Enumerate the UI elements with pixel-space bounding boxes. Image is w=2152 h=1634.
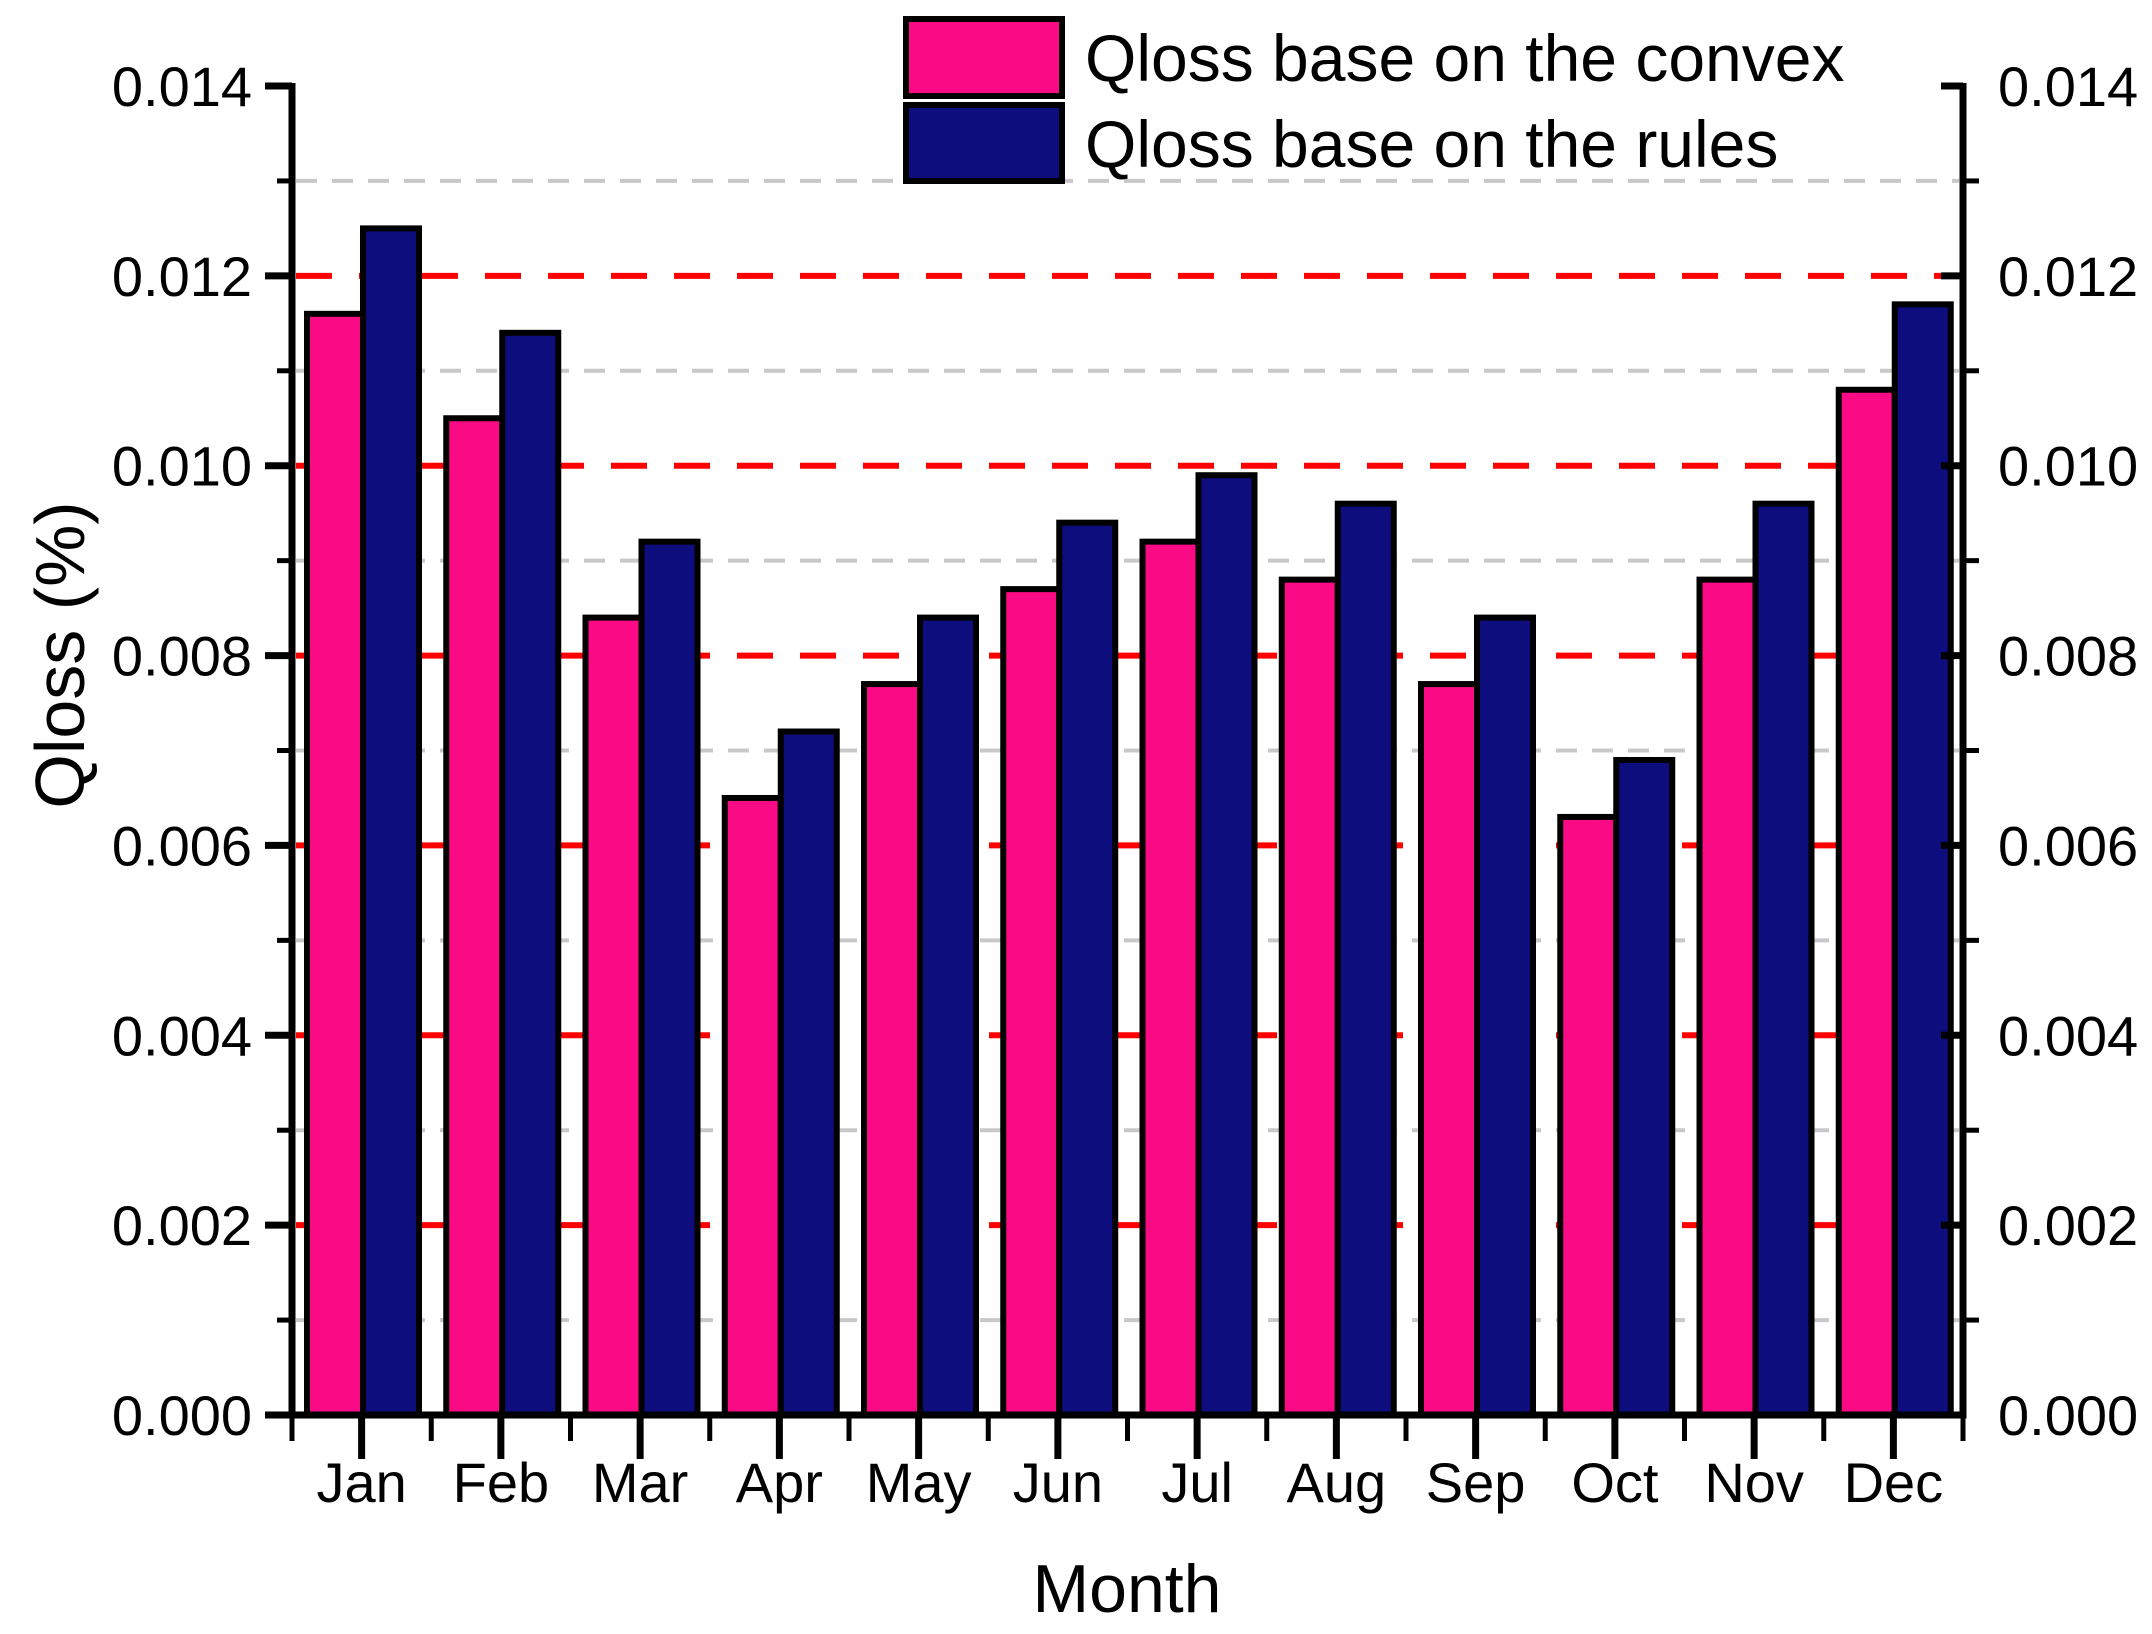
right-tick-label-0.014: 0.014 bbox=[1998, 55, 2138, 118]
left-tick-label-0.006: 0.006 bbox=[112, 814, 252, 877]
month-label-jun: Jun bbox=[1013, 1451, 1103, 1514]
left-tick-label-0.002: 0.002 bbox=[112, 1194, 252, 1257]
left-tick-label-0.004: 0.004 bbox=[112, 1004, 252, 1067]
bar-convex-jul bbox=[1139, 538, 1202, 1418]
month-label-nov: Nov bbox=[1704, 1451, 1804, 1514]
month-label-may: May bbox=[866, 1451, 972, 1514]
bar-convex-feb bbox=[443, 415, 506, 1418]
x-axis-title: Month bbox=[1033, 1551, 1222, 1627]
bar-rules-jan bbox=[360, 225, 422, 1419]
bar-rules-jun bbox=[1056, 519, 1119, 1418]
y-axis-title: Qloss (%) bbox=[21, 501, 99, 808]
right-tick-label-0.008: 0.008 bbox=[1998, 625, 2138, 688]
bar-rules-apr bbox=[777, 728, 840, 1418]
right-tick-label-0.006: 0.006 bbox=[1998, 814, 2138, 877]
bar-convex-jun bbox=[1000, 586, 1063, 1418]
right-tick-label-0.004: 0.004 bbox=[1998, 1004, 2138, 1067]
bars bbox=[304, 225, 1954, 1419]
month-label-jul: Jul bbox=[1161, 1451, 1233, 1514]
left-tick-label-0.014: 0.014 bbox=[112, 55, 252, 118]
month-label-feb: Feb bbox=[453, 1451, 550, 1514]
month-label-aug: Aug bbox=[1287, 1451, 1387, 1514]
bar-rules-mar bbox=[638, 538, 701, 1418]
month-label-sep: Sep bbox=[1426, 1451, 1526, 1514]
bar-rules-nov bbox=[1752, 500, 1815, 1418]
month-label-dec: Dec bbox=[1844, 1451, 1944, 1514]
legend: Qloss base on the convex Qloss base on t… bbox=[903, 16, 1844, 184]
left-tick-label-0.012: 0.012 bbox=[112, 245, 252, 308]
tick-labels: 0.000 0.000 0.002 0.002 0.004 0.004 0.006 0.006… bbox=[112, 55, 2138, 1514]
right-tick-label-0.010: 0.010 bbox=[1998, 435, 2138, 498]
gridlines bbox=[296, 178, 1959, 1323]
month-label-mar: Mar bbox=[592, 1451, 688, 1514]
month-label-apr: Apr bbox=[736, 1451, 823, 1514]
left-tick-label-0.008: 0.008 bbox=[112, 625, 252, 688]
legend-swatch-convex bbox=[903, 16, 1065, 99]
bar-convex-apr bbox=[721, 794, 784, 1418]
bar-convex-sep bbox=[1418, 681, 1480, 1418]
right-tick-label-0.012: 0.012 bbox=[1998, 245, 2138, 308]
bar-convex-aug bbox=[1278, 576, 1341, 1418]
month-label-jan: Jan bbox=[316, 1451, 406, 1514]
legend-label-convex: Qloss base on the convex bbox=[1085, 21, 1844, 95]
legend-label-rules: Qloss base on the rules bbox=[1085, 107, 1778, 181]
bar-rules-aug bbox=[1334, 500, 1397, 1418]
bar-convex-oct bbox=[1557, 813, 1620, 1418]
bar-rules-dec bbox=[1891, 301, 1954, 1419]
bar-convex-jan bbox=[304, 310, 366, 1418]
legend-swatch-rules bbox=[903, 102, 1065, 184]
bar-convex-mar bbox=[582, 614, 645, 1418]
bar-rules-feb bbox=[499, 329, 562, 1418]
bar-rules-sep bbox=[1474, 614, 1536, 1418]
bar-rules-jul bbox=[1195, 472, 1258, 1418]
right-tick-label-0.000: 0.000 bbox=[1998, 1384, 2138, 1447]
left-tick-label-0.010: 0.010 bbox=[112, 435, 252, 498]
month-label-oct: Oct bbox=[1571, 1451, 1659, 1514]
left-tick-label-0.000: 0.000 bbox=[112, 1384, 252, 1447]
bar-convex-nov bbox=[1696, 576, 1759, 1418]
axes-and-ticks bbox=[265, 82, 1979, 1459]
bar-rules-may bbox=[917, 614, 979, 1418]
bar-convex-may bbox=[861, 681, 923, 1418]
right-tick-label-0.002: 0.002 bbox=[1998, 1194, 2138, 1257]
bar-convex-dec bbox=[1835, 386, 1898, 1418]
bar-rules-oct bbox=[1613, 756, 1676, 1418]
